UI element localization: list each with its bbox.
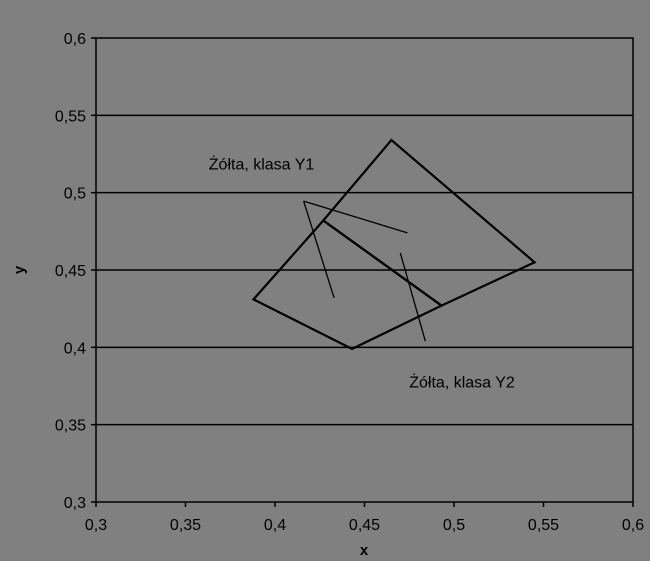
- x-tick-label-2: 0,4: [264, 517, 286, 534]
- y-axis-label: y: [11, 265, 28, 274]
- y-tick-label-3: 0,45: [55, 263, 86, 280]
- y-tick-label-0: 0,3: [64, 495, 86, 512]
- y-tick-label-5: 0,55: [55, 108, 86, 125]
- y-tick-label-4: 0,5: [64, 186, 86, 203]
- y-tick-label-1: 0,35: [55, 418, 86, 435]
- x-axis-label: x: [360, 542, 369, 559]
- region-2: [321, 138, 537, 307]
- x-tick-label-6: 0,6: [622, 517, 644, 534]
- regions: [251, 138, 537, 351]
- annotation-pointers: [303, 200, 426, 342]
- y-tick-label-6: 0,6: [64, 31, 86, 48]
- annotation-label-1: Żółta, klasa Y1: [209, 154, 315, 173]
- annotations: Żółta, klasa Y1 Żółta, klasa Y2: [209, 154, 515, 391]
- gridlines: [96, 114, 633, 426]
- annotation-pointer-2-1: [399, 252, 426, 342]
- annotation-label-2: Żółta, klasa Y2: [409, 373, 515, 392]
- y-axis-ticks: 0,3 0,35 0,4 0,45 0,5 0,55 0,6: [55, 31, 96, 512]
- annotation-pointer-1-2: [303, 200, 408, 234]
- x-tick-label-1: 0,35: [170, 517, 201, 534]
- annotation-pointer-1-1: [303, 200, 335, 299]
- y-tick-label-2: 0,4: [64, 340, 86, 357]
- x-tick-label-5: 0,55: [528, 517, 559, 534]
- x-axis-ticks: 0,3 0,35 0,4 0,45 0,5 0,55 0,6: [85, 502, 644, 534]
- x-tick-label-0: 0,3: [85, 517, 107, 534]
- x-tick-label-4: 0,5: [443, 517, 465, 534]
- x-tick-label-3: 0,45: [349, 517, 380, 534]
